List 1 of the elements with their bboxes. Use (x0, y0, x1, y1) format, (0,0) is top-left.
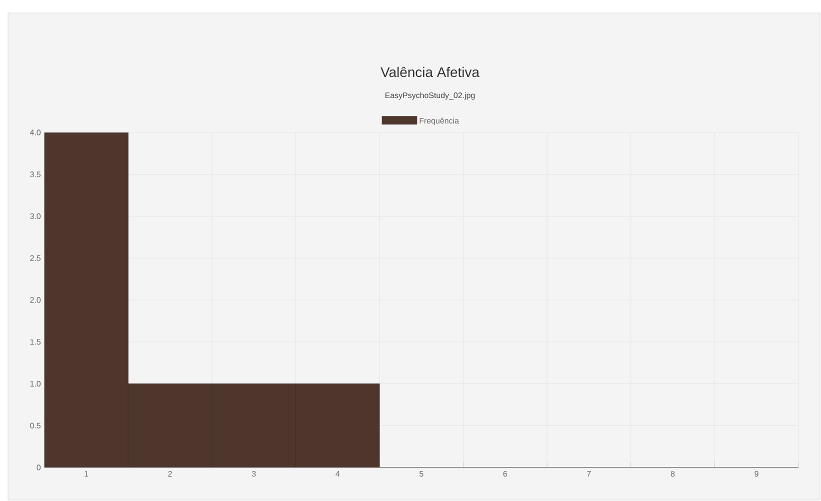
chart-title: Valência Afetiva (380, 66, 480, 78)
